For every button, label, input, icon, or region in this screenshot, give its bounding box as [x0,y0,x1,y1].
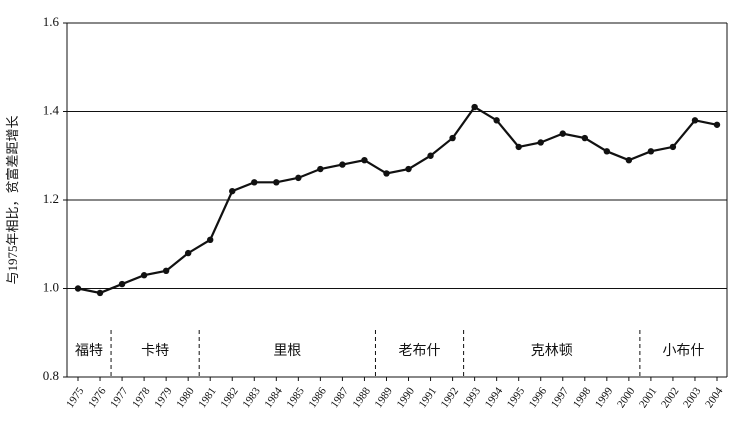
point [361,156,368,164]
point [295,174,302,182]
x-tick-label: 1990 [395,385,418,410]
y-tick-label: 1.0 [43,279,59,294]
point [515,143,522,151]
x-tick-label: 1983 [240,385,263,410]
x-tick-label: 1994 [483,385,506,410]
x-tick-label: 1988 [351,385,374,410]
x-tick-label: 1981 [196,385,218,410]
point [713,121,721,128]
x-tick-label: 1993 [461,385,484,410]
x-tick-label: 1999 [593,385,616,410]
point [317,165,324,173]
y-tick-label: 1.2 [43,191,59,206]
point [581,134,588,142]
y-tick-label: 1.4 [43,102,60,117]
x-tick-label: 1977 [108,385,131,410]
point [493,117,500,124]
point [625,156,633,164]
era-label: 福特 [75,343,103,359]
line [77,105,718,295]
point [471,103,478,111]
point [647,148,655,155]
x-tick-label: 1987 [328,385,351,410]
point [427,152,434,159]
point [691,117,699,124]
point [229,187,236,195]
x-tick-label: 2000 [615,385,638,410]
point [537,139,544,146]
point [405,165,412,173]
x-tick-label: 1991 [417,385,439,410]
point [559,130,566,137]
x-tick-label: 1980 [174,385,197,410]
point [74,285,82,292]
era-label: 小布什 [662,343,704,359]
x-tick-label: 2002 [659,385,681,410]
x-tick-label: 1984 [262,385,285,410]
point [118,280,126,288]
x-tick-label: 1996 [527,385,550,410]
point [449,134,456,142]
x-tick-label: 2003 [681,385,704,410]
point [96,289,104,297]
era-label: 里根 [273,343,301,359]
x-tick-label: 1992 [439,385,461,410]
y-axis-label: 与1975年相比，贫富差距增长 [5,115,20,284]
x-tick-label: 1985 [284,385,307,410]
y-tick-label: 1.6 [43,14,60,29]
point [383,170,390,177]
x-tick-label: 1995 [505,385,528,410]
x-tick-label: 2004 [703,385,726,410]
x-tick-label: 1978 [130,385,153,410]
point [207,236,214,244]
point [273,179,280,186]
x-tick-label: 1975 [64,385,87,410]
x-tick-label: 1997 [549,385,572,410]
x-tick-label: 1986 [306,385,329,410]
x-tick-label: 1979 [152,385,175,410]
x-tick-label: 1976 [86,385,109,410]
point [251,179,258,186]
point [603,148,611,155]
point [140,272,148,279]
x-tick-label: 1989 [373,385,396,410]
era-label: 卡特 [141,343,169,359]
point [339,161,346,168]
y-tick-label: 0.8 [43,368,59,383]
point [184,249,192,257]
x-tick-label: 1982 [218,385,240,410]
era-label: 老布什 [399,343,441,359]
x-tick-label: 1998 [571,385,594,410]
x-tick-label: 2001 [637,385,659,410]
point [669,143,677,151]
point [162,267,170,274]
era-label: 克林顿 [531,343,573,359]
